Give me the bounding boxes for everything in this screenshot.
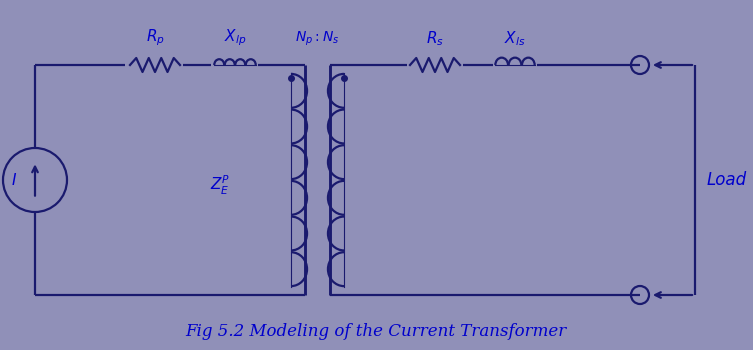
Text: $N_p:N_s$: $N_p:N_s$ xyxy=(295,30,340,48)
Text: $I$: $I$ xyxy=(11,172,17,188)
Text: $R_s$: $R_s$ xyxy=(426,29,444,48)
Text: $X_{ls}$: $X_{ls}$ xyxy=(505,29,526,48)
Text: Load: Load xyxy=(707,171,747,189)
Text: $X_{lp}$: $X_{lp}$ xyxy=(224,27,246,48)
Text: $Z_E^P$: $Z_E^P$ xyxy=(210,173,230,197)
Text: Fig 5.2 Modeling of the Current Transformer: Fig 5.2 Modeling of the Current Transfor… xyxy=(185,323,566,341)
Text: $R_p$: $R_p$ xyxy=(145,27,164,48)
